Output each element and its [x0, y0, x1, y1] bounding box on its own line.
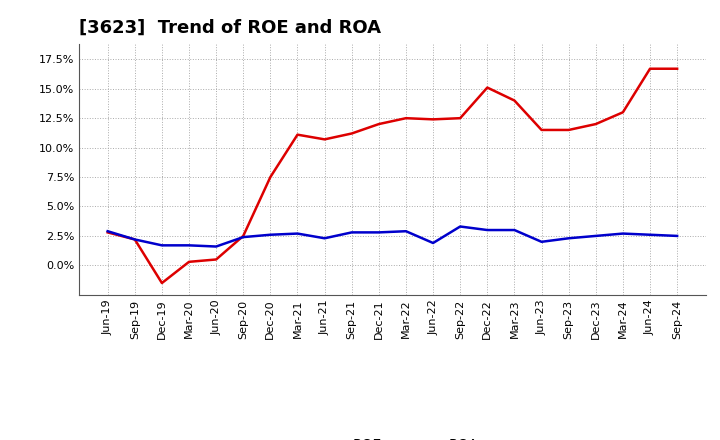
ROE — [320, 137, 329, 142]
ROA — [320, 236, 329, 241]
ROE — [212, 257, 220, 262]
ROE — [374, 121, 383, 127]
ROA — [374, 230, 383, 235]
ROA — [293, 231, 302, 236]
ROA — [130, 237, 139, 242]
ROA — [266, 232, 275, 238]
ROE — [672, 66, 681, 71]
ROE — [537, 127, 546, 132]
Legend: ROE, ROA: ROE, ROA — [301, 432, 484, 440]
ROE — [428, 117, 437, 122]
ROE — [130, 237, 139, 242]
ROA — [618, 231, 627, 236]
ROE — [266, 174, 275, 180]
ROA — [537, 239, 546, 245]
ROA — [564, 236, 573, 241]
ROE — [646, 66, 654, 71]
ROA — [212, 244, 220, 249]
ROA — [104, 228, 112, 234]
ROE — [591, 121, 600, 127]
ROE — [104, 230, 112, 235]
ROE — [239, 233, 248, 238]
ROA — [672, 233, 681, 238]
ROA — [158, 243, 166, 248]
ROE — [618, 110, 627, 115]
ROE — [293, 132, 302, 137]
Text: [3623]  Trend of ROE and ROA: [3623] Trend of ROE and ROA — [79, 19, 381, 37]
ROA — [591, 233, 600, 238]
ROE — [348, 131, 356, 136]
ROA — [348, 230, 356, 235]
ROE — [564, 127, 573, 132]
Line: ROE: ROE — [108, 69, 677, 283]
ROE — [456, 116, 464, 121]
ROE — [158, 280, 166, 286]
ROA — [185, 243, 194, 248]
ROE — [185, 259, 194, 264]
ROA — [483, 227, 492, 233]
ROE — [402, 116, 410, 121]
ROA — [456, 224, 464, 229]
ROA — [646, 232, 654, 238]
ROA — [510, 227, 518, 233]
ROE — [510, 98, 518, 103]
Line: ROA: ROA — [108, 227, 677, 246]
ROA — [402, 228, 410, 234]
ROA — [239, 235, 248, 240]
ROE — [483, 85, 492, 90]
ROA — [428, 240, 437, 246]
